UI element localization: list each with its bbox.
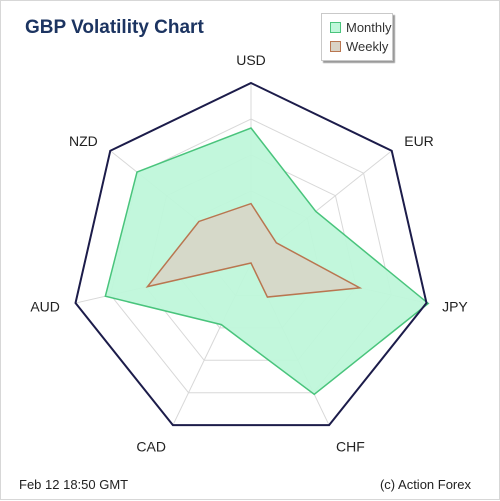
chart-title: GBP Volatility Chart <box>25 17 204 38</box>
legend-label-weekly: Weekly <box>346 39 389 54</box>
axis-label-usd: USD <box>236 52 266 68</box>
credit-text: (c) Action Forex <box>379 477 471 492</box>
legend: Monthly Weekly <box>321 13 393 61</box>
axis-label-nzd: NZD <box>69 133 98 149</box>
legend-swatch-monthly <box>330 22 341 33</box>
timestamp: Feb 12 18:50 GMT <box>19 477 129 492</box>
legend-item-weekly[interactable]: Weekly <box>330 39 388 54</box>
outer-frame <box>74 81 428 427</box>
series-weekly <box>145 202 363 298</box>
axis-label-jpy: JPY <box>442 299 468 315</box>
axis-label-chf: CHF <box>336 439 365 455</box>
axis-label-aud: AUD <box>30 299 60 315</box>
axis-label-eur: EUR <box>404 133 434 149</box>
legend-label-monthly: Monthly <box>346 20 392 35</box>
axis-label-cad: CAD <box>136 439 166 455</box>
legend-item-monthly[interactable]: Monthly <box>330 20 392 35</box>
legend-swatch-weekly <box>330 41 341 52</box>
